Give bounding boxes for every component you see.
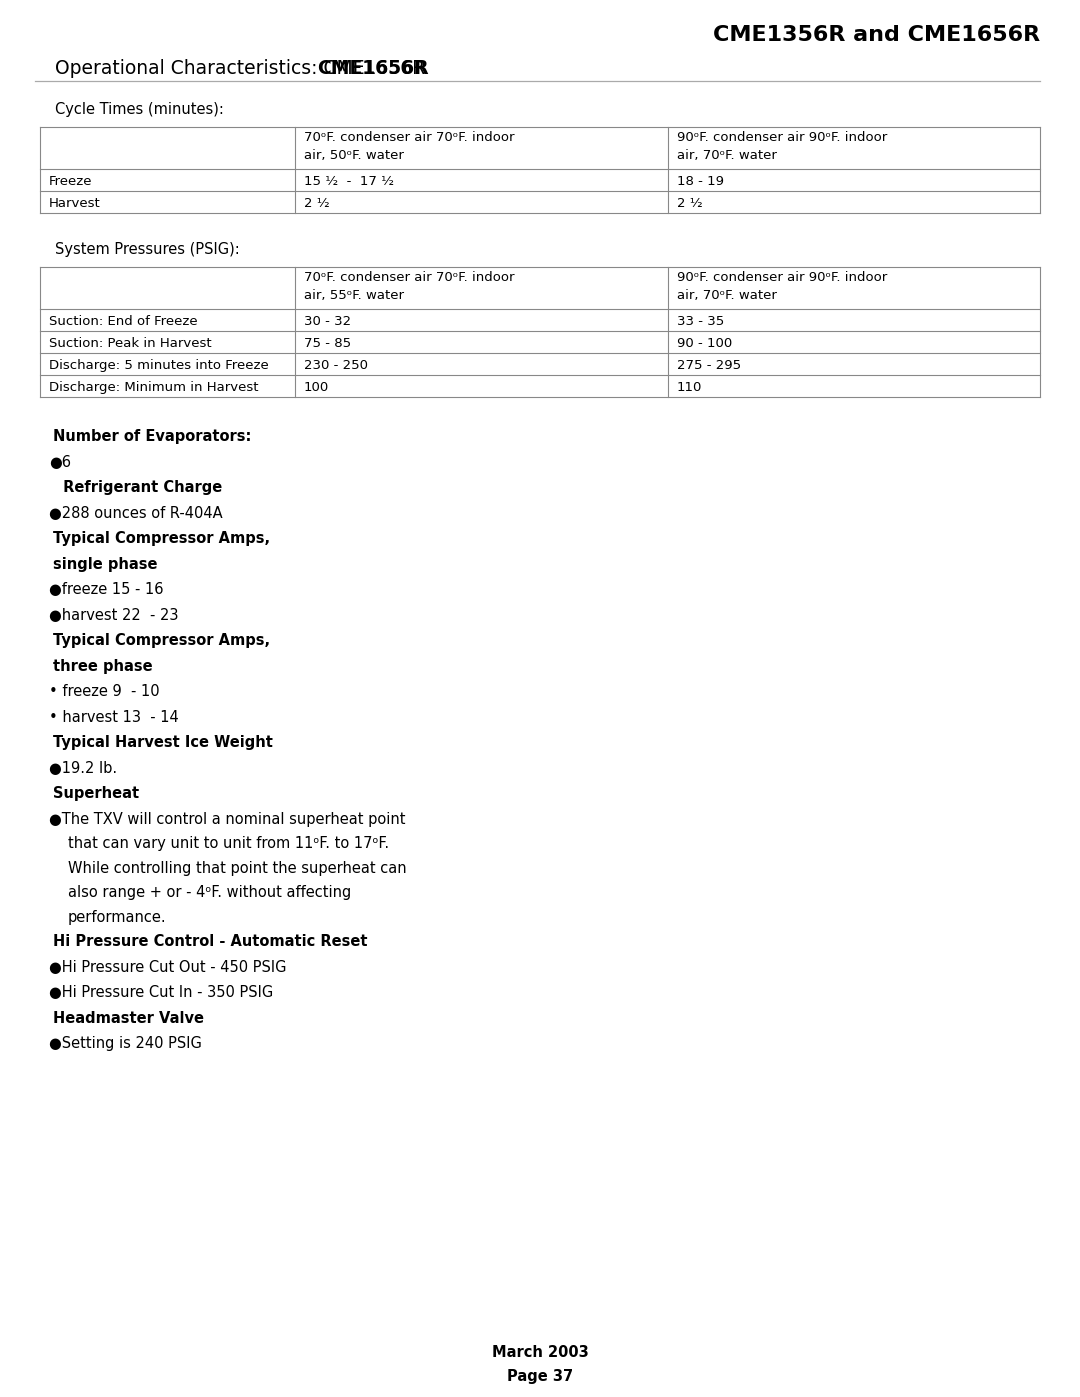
Text: 70ᵒF. condenser air 70ᵒF. indoor
air, 55ᵒF. water: 70ᵒF. condenser air 70ᵒF. indoor air, 55…: [303, 271, 514, 302]
Text: 2 ½: 2 ½: [677, 197, 703, 210]
Text: 110: 110: [677, 381, 702, 394]
Text: Discharge: 5 minutes into Freeze: Discharge: 5 minutes into Freeze: [49, 359, 269, 372]
Text: 100: 100: [303, 381, 329, 394]
Text: 70ᵒF. condenser air 70ᵒF. indoor
air, 50ᵒF. water: 70ᵒF. condenser air 70ᵒF. indoor air, 50…: [303, 131, 514, 162]
Text: While controlling that point the superheat can: While controlling that point the superhe…: [68, 861, 407, 876]
Text: 15 ½  -  17 ½: 15 ½ - 17 ½: [303, 175, 394, 189]
Text: Harvest: Harvest: [49, 197, 100, 210]
Text: ●Setting is 240 PSIG: ●Setting is 240 PSIG: [49, 1037, 202, 1051]
Text: System Pressures (PSIG):: System Pressures (PSIG):: [55, 242, 240, 257]
Text: March 2003: March 2003: [491, 1345, 589, 1361]
Text: Freeze: Freeze: [49, 175, 93, 189]
Text: ●19.2 lb.: ●19.2 lb.: [49, 760, 117, 775]
Text: performance.: performance.: [68, 909, 166, 925]
Text: Headmaster Valve: Headmaster Valve: [53, 1010, 204, 1025]
Text: Hi Pressure Control - Automatic Reset: Hi Pressure Control - Automatic Reset: [53, 935, 367, 949]
Text: 18 - 19: 18 - 19: [677, 175, 724, 189]
Text: that can vary unit to unit from 11ᵒF. to 17ᵒF.: that can vary unit to unit from 11ᵒF. to…: [68, 835, 389, 851]
Text: Refrigerant Charge: Refrigerant Charge: [58, 481, 222, 495]
Text: 90ᵒF. condenser air 90ᵒF. indoor
air, 70ᵒF. water: 90ᵒF. condenser air 90ᵒF. indoor air, 70…: [677, 271, 888, 302]
Text: 90ᵒF. condenser air 90ᵒF. indoor
air, 70ᵒF. water: 90ᵒF. condenser air 90ᵒF. indoor air, 70…: [677, 131, 888, 162]
Text: ●freeze 15 - 16: ●freeze 15 - 16: [49, 583, 163, 597]
Text: • harvest 13  - 14: • harvest 13 - 14: [49, 710, 179, 725]
Text: 275 - 295: 275 - 295: [677, 359, 741, 372]
Text: ●harvest 22  - 23: ●harvest 22 - 23: [49, 608, 178, 623]
Text: ●6: ●6: [49, 454, 71, 469]
Text: 90 - 100: 90 - 100: [677, 337, 732, 351]
Text: 30 - 32: 30 - 32: [303, 314, 351, 328]
Text: Cycle Times (minutes):: Cycle Times (minutes):: [55, 102, 224, 117]
Text: Typical Harvest Ice Weight: Typical Harvest Ice Weight: [53, 735, 273, 750]
Text: • freeze 9  - 10: • freeze 9 - 10: [49, 685, 160, 698]
Text: 33 - 35: 33 - 35: [677, 314, 725, 328]
Text: Operational Characteristics: CME1656R: Operational Characteristics: CME1656R: [55, 59, 426, 78]
Text: three phase: three phase: [53, 658, 152, 673]
Text: Typical Compressor Amps,: Typical Compressor Amps,: [53, 531, 270, 546]
Text: Suction: End of Freeze: Suction: End of Freeze: [49, 314, 198, 328]
Text: Number of Evaporators:: Number of Evaporators:: [53, 429, 252, 444]
Text: Typical Compressor Amps,: Typical Compressor Amps,: [53, 633, 270, 648]
Text: single phase: single phase: [53, 556, 158, 571]
Text: CME1656R: CME1656R: [318, 59, 429, 78]
Text: Superheat: Superheat: [53, 787, 139, 800]
Text: CME1356R and CME1656R: CME1356R and CME1656R: [713, 25, 1040, 45]
Text: 230 - 250: 230 - 250: [303, 359, 368, 372]
Text: Suction: Peak in Harvest: Suction: Peak in Harvest: [49, 337, 212, 351]
Text: ●Hi Pressure Cut In - 350 PSIG: ●Hi Pressure Cut In - 350 PSIG: [49, 985, 273, 1000]
Text: ●Hi Pressure Cut Out - 450 PSIG: ●Hi Pressure Cut Out - 450 PSIG: [49, 960, 286, 975]
Text: ●288 ounces of R-404A: ●288 ounces of R-404A: [49, 506, 222, 521]
Text: 2 ½: 2 ½: [303, 197, 329, 210]
Text: 75 - 85: 75 - 85: [303, 337, 351, 351]
Text: Page 37: Page 37: [507, 1369, 573, 1384]
Text: also range + or - 4ᵒF. without affecting: also range + or - 4ᵒF. without affecting: [68, 886, 351, 900]
Text: ●The TXV will control a nominal superheat point: ●The TXV will control a nominal superhea…: [49, 812, 405, 827]
Text: Discharge: Minimum in Harvest: Discharge: Minimum in Harvest: [49, 381, 258, 394]
